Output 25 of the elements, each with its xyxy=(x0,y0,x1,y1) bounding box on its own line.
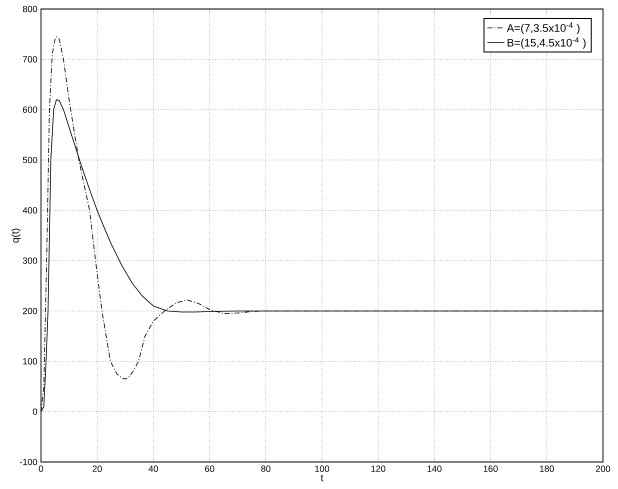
x-axis-title: t xyxy=(320,474,324,482)
x-tick-label: 140 xyxy=(428,466,442,472)
x-tick-label: 120 xyxy=(371,466,386,472)
y-axis-title: q(t) xyxy=(11,228,21,243)
y-tick-label: -100 xyxy=(20,458,38,466)
legend-label: B=(15,4.5x10$^{-4}$ ) xyxy=(508,37,586,49)
x-tick-label: 100 xyxy=(315,466,330,472)
x-tick-label: 80 xyxy=(261,466,270,472)
y-tick-label: 500 xyxy=(22,156,38,164)
x-tick-label: 40 xyxy=(148,466,158,472)
y-tick-label: 800 xyxy=(22,6,38,12)
x-tick-label: 60 xyxy=(205,466,214,472)
legend-label: A=(7,3.5x10$^{-4}$ ) xyxy=(506,22,580,34)
y-tick-label: 100 xyxy=(23,358,38,365)
y-tick-label: 400 xyxy=(22,207,38,214)
x-tick-label: 0 xyxy=(38,466,44,472)
y-tick-label: 200 xyxy=(22,308,38,314)
y-tick-label: 600 xyxy=(22,106,38,113)
x-tick-label: 200 xyxy=(596,466,610,472)
y-tick-label: 300 xyxy=(22,257,38,264)
y-tick-label: 0 xyxy=(32,408,38,415)
y-tick-label: 700 xyxy=(22,56,38,63)
x-tick-label: 180 xyxy=(540,466,554,472)
x-tick-label: 160 xyxy=(484,466,498,472)
x-tick-label: 20 xyxy=(92,466,102,472)
